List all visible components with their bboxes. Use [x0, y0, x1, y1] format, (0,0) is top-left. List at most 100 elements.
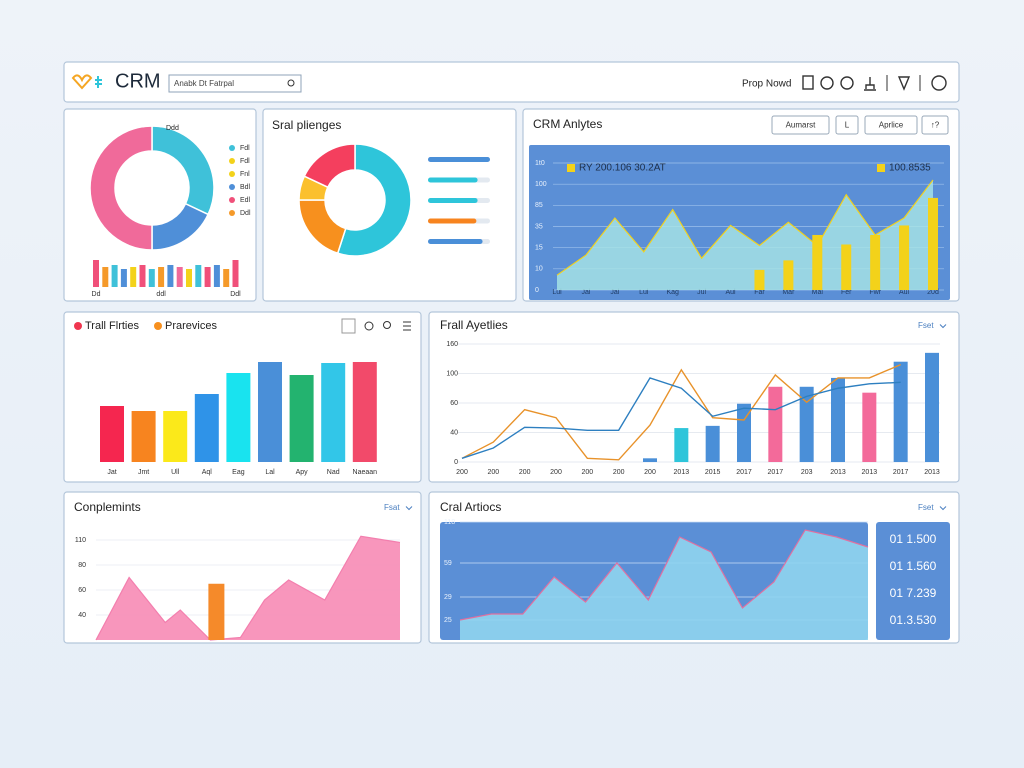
y-tick-label: 80 — [78, 562, 86, 569]
x-tick-label: Jul — [697, 289, 706, 296]
bar — [186, 269, 192, 287]
legend-swatch — [877, 164, 885, 172]
area-line — [459, 529, 869, 621]
x-tick-label: Jat — [107, 469, 116, 476]
chart-title: Ddd — [166, 125, 179, 132]
settings-icon[interactable] — [931, 75, 947, 91]
bar — [754, 269, 765, 290]
y-tick-label: 100 — [446, 370, 458, 377]
dropdown[interactable] — [771, 115, 830, 135]
x-tick-label: Mar — [782, 289, 795, 296]
dropdown-label: Aprlice — [879, 121, 904, 130]
stat-value: 01 1.500 — [890, 532, 937, 546]
shield-icon[interactable] — [897, 76, 911, 91]
dropdown[interactable] — [835, 115, 859, 135]
y-tick-label: 40 — [450, 429, 458, 436]
dropdown-label: L — [845, 121, 850, 130]
bar — [799, 386, 814, 462]
user-name: Prop Nowd — [742, 79, 791, 90]
tool-icon[interactable] — [341, 318, 356, 334]
bar — [893, 361, 908, 462]
dropdown[interactable] — [864, 115, 918, 135]
search-box[interactable] — [168, 74, 302, 93]
legend-dot — [74, 322, 82, 330]
user-icon[interactable] — [864, 77, 876, 91]
legend-label: Trall Flrties — [85, 320, 139, 332]
x-tick-label: 2017 — [893, 469, 909, 476]
y-tick-label: 35 — [535, 223, 543, 230]
caret — [939, 324, 947, 329]
legend-label: Edl — [240, 197, 251, 204]
bar — [176, 267, 183, 287]
legend-dot — [229, 158, 235, 164]
menu-icon[interactable] — [403, 321, 411, 331]
bar — [289, 375, 314, 462]
bar — [120, 269, 127, 287]
bar — [204, 267, 211, 287]
donut-slice — [303, 143, 356, 189]
stats-panel — [876, 522, 950, 640]
bar — [131, 411, 156, 462]
x-tick-label: 200 — [456, 469, 468, 476]
x-tick-label: Nad — [327, 469, 340, 476]
legend-label: Fdl — [240, 158, 250, 165]
legend-dot — [229, 145, 235, 151]
menu-label: Fset — [918, 503, 934, 512]
x-tick-label: 2013 — [674, 469, 690, 476]
x-tick-label: 200 — [487, 469, 499, 476]
y-tick-label: 118 — [444, 519, 455, 526]
x-tick-label: 2017 — [736, 469, 752, 476]
chart-title: Conplemints — [74, 500, 141, 514]
search-placeholder: Anabk Dt Fatrpal — [174, 79, 234, 88]
chart-title: Cral Artiocs — [440, 500, 501, 514]
x-tick-label: 2013 — [830, 469, 846, 476]
info-icon[interactable] — [840, 76, 854, 90]
x-tick-label: 200 — [519, 469, 531, 476]
bar — [167, 265, 174, 287]
y-tick-label: 85 — [535, 202, 543, 209]
doc-icon[interactable] — [802, 75, 814, 90]
area-fill — [460, 530, 868, 640]
search-icon[interactable] — [287, 79, 295, 87]
dropdown[interactable] — [921, 115, 949, 135]
bar — [812, 234, 823, 290]
y-tick-label: 110 — [75, 537, 86, 544]
zoom-icon[interactable] — [383, 321, 391, 329]
legend-label: Prarevices — [165, 320, 217, 332]
x-tick-label: 200 — [644, 469, 656, 476]
x-tick-label: Kag — [666, 289, 679, 296]
line — [461, 377, 901, 459]
x-tick-label: 200 — [550, 469, 562, 476]
legend-label: 100.8535 — [889, 163, 931, 174]
logo-icon — [71, 74, 93, 90]
bar — [163, 411, 188, 462]
tool-icon[interactable] — [364, 321, 374, 331]
x-tick-label: Aul — [725, 289, 736, 296]
bar — [643, 458, 657, 462]
progress-fill — [428, 157, 490, 162]
bar — [111, 265, 118, 287]
bar — [705, 425, 720, 462]
legend-dot — [229, 184, 235, 190]
bar — [674, 428, 689, 462]
dropdown-label: Aumarst — [786, 121, 817, 130]
bar — [737, 403, 751, 462]
line — [461, 364, 901, 461]
bar — [321, 363, 346, 462]
legend-dot — [229, 171, 235, 177]
y-tick-label: 1t0 — [535, 160, 545, 167]
progress-fill — [428, 198, 478, 203]
bar — [93, 260, 99, 287]
caret — [939, 506, 947, 511]
x-tick-label: Lal — [265, 469, 275, 476]
legend-label: RY 200.106 30.2AT — [579, 163, 666, 174]
help-icon[interactable] — [820, 76, 834, 90]
donut-slice — [89, 125, 153, 251]
x-tick-label: Jal — [581, 289, 590, 296]
y-tick-label: 15 — [535, 245, 543, 252]
dropdown-label: ↑? — [931, 121, 940, 130]
bar — [232, 260, 239, 287]
y-tick-label: 25 — [444, 617, 452, 624]
x-tick-label: ddl — [156, 291, 166, 298]
